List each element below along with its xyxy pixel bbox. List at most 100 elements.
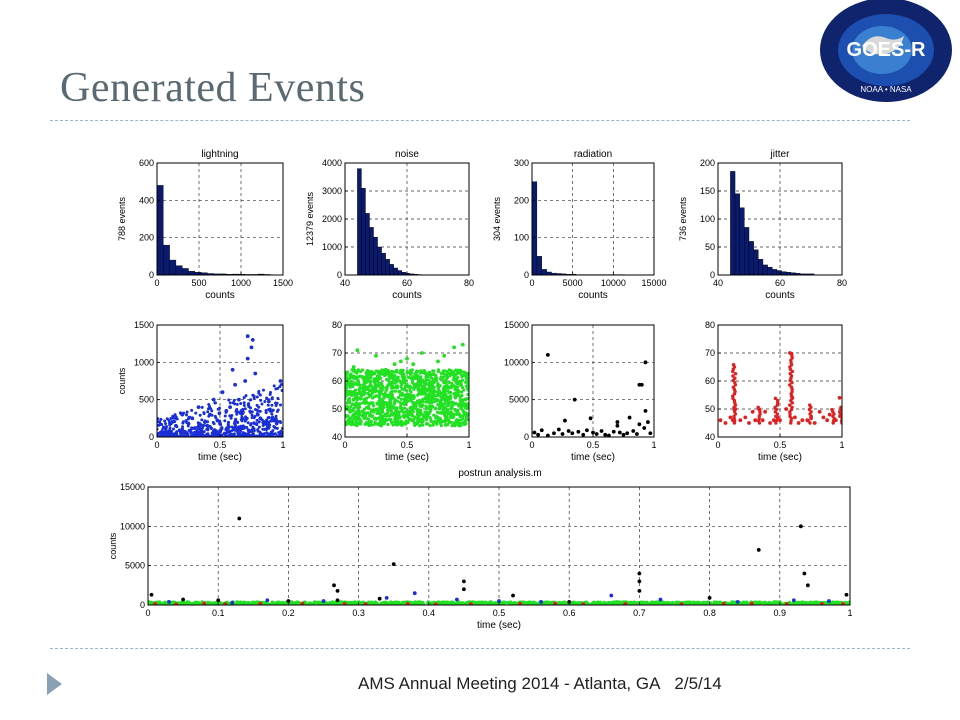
data-point xyxy=(400,409,404,413)
data-point xyxy=(321,599,326,603)
data-point xyxy=(408,410,412,415)
data-point xyxy=(351,419,355,424)
data-point xyxy=(459,379,464,383)
x-tick-label: 0.5 xyxy=(587,440,600,450)
data-point xyxy=(250,410,254,414)
y-tick-label: 3000 xyxy=(322,186,342,196)
data-point xyxy=(253,407,257,411)
data-point xyxy=(459,400,464,404)
data-point xyxy=(168,423,172,427)
data-point xyxy=(827,412,832,417)
data-point xyxy=(564,602,568,605)
data-point xyxy=(361,386,365,390)
data-point xyxy=(465,407,469,411)
data-point xyxy=(441,371,445,375)
data-point xyxy=(249,406,253,410)
data-point xyxy=(242,401,246,405)
histogram-bar xyxy=(157,185,164,275)
plot-marks xyxy=(345,325,469,437)
histogram-bar xyxy=(734,193,740,275)
data-point xyxy=(386,422,390,427)
data-point xyxy=(377,596,382,601)
data-point xyxy=(703,600,707,605)
data-point xyxy=(390,384,394,388)
data-point xyxy=(270,403,274,407)
data-point xyxy=(436,385,440,389)
data-point xyxy=(258,601,263,605)
data-point xyxy=(374,386,378,390)
data-point xyxy=(259,431,263,435)
data-point xyxy=(775,415,780,420)
data-point xyxy=(265,396,269,400)
data-point xyxy=(430,391,434,396)
data-point xyxy=(205,423,210,428)
x-tick-label: 10000 xyxy=(601,278,626,288)
data-point xyxy=(385,404,389,409)
data-point xyxy=(446,400,450,404)
x-tick-label: 1500 xyxy=(273,278,293,288)
data-point xyxy=(258,393,262,397)
data-point xyxy=(328,602,332,605)
footer-divider xyxy=(50,648,910,649)
data-point xyxy=(607,601,611,605)
x-axis-label: counts xyxy=(392,290,421,301)
y-tick-label: 0 xyxy=(140,600,145,610)
data-point xyxy=(224,427,229,432)
data-point xyxy=(450,381,454,386)
x-tick-label: 60 xyxy=(402,278,412,288)
x-tick-label: 80 xyxy=(837,278,847,288)
data-point xyxy=(371,404,376,408)
data-point xyxy=(379,423,383,427)
data-point xyxy=(171,601,175,605)
data-point xyxy=(385,414,389,418)
data-point xyxy=(771,418,776,423)
data-point xyxy=(398,422,403,427)
data-point xyxy=(365,417,369,421)
data-point xyxy=(352,391,356,395)
data-point xyxy=(240,412,244,416)
data-point xyxy=(242,426,246,430)
data-point xyxy=(372,377,376,381)
data-point xyxy=(445,383,449,387)
data-point xyxy=(424,381,428,385)
data-point xyxy=(837,395,842,400)
chart-6: 0 0.5 1 0 5000 10000 15000 time (sec) xyxy=(504,320,657,463)
y-tick-label: 4000 xyxy=(322,158,342,168)
data-point xyxy=(417,376,421,380)
data-point xyxy=(437,390,441,395)
plot-area xyxy=(532,163,654,275)
data-point xyxy=(718,418,723,423)
data-point xyxy=(266,602,270,605)
x-tick-label: 0 xyxy=(154,278,159,288)
data-point xyxy=(233,423,237,427)
data-point xyxy=(443,395,447,399)
y-tick-label: 5000 xyxy=(125,561,145,571)
data-point xyxy=(419,381,423,385)
data-point xyxy=(387,394,391,398)
data-point xyxy=(413,423,417,428)
footer-event: AMS Annual Meeting 2014 - Atlanta, GA xyxy=(358,674,661,693)
y-tick-label: 40 xyxy=(332,432,342,442)
histogram-bar xyxy=(762,264,768,275)
data-point xyxy=(441,405,446,409)
data-point xyxy=(266,403,270,407)
data-point xyxy=(441,601,445,605)
data-point xyxy=(432,380,437,384)
data-point xyxy=(164,422,168,426)
data-point xyxy=(427,394,431,398)
data-point xyxy=(796,421,801,425)
data-point xyxy=(567,599,572,604)
data-point xyxy=(775,412,780,416)
data-point xyxy=(444,374,448,378)
data-point xyxy=(196,421,200,425)
data-point xyxy=(351,376,355,380)
data-point xyxy=(462,587,466,592)
data-point xyxy=(497,599,501,603)
y-tick-label: 50 xyxy=(332,404,342,414)
data-point xyxy=(427,397,431,401)
data-point xyxy=(399,369,403,373)
data-point xyxy=(345,380,348,384)
data-point xyxy=(631,429,636,433)
data-point xyxy=(350,368,354,372)
data-point xyxy=(417,398,421,403)
